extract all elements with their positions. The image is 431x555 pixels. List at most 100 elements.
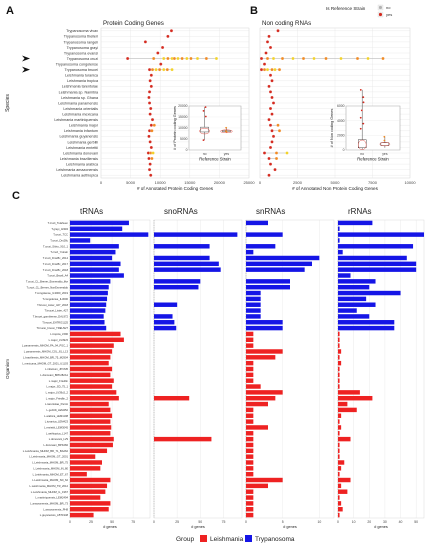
bar (338, 232, 424, 236)
inset-point (360, 89, 362, 91)
panel-letter: C (12, 190, 20, 202)
x-axis-label: # genes (103, 525, 117, 529)
inset-y-tick: 5000 (180, 137, 188, 141)
data-point (340, 57, 343, 60)
x-axis-label: # of Annotated Non Protein Coding Genes (292, 186, 379, 191)
data-point (152, 152, 155, 155)
bar (338, 443, 340, 447)
inset-y-tick: 0 (343, 148, 345, 152)
data-point (292, 57, 295, 60)
bar (70, 308, 105, 312)
bar (246, 384, 261, 388)
y-tick-label: Leishmania major (69, 124, 99, 128)
x-tick-label: 50 (110, 520, 114, 524)
data-point (268, 118, 271, 121)
data-point (281, 57, 284, 60)
y-tick-label: Leishmania donovani (63, 151, 98, 155)
bar (246, 466, 253, 470)
bar (70, 390, 116, 394)
facet-title: tRNAs (80, 207, 103, 216)
y-tick-label: T.cruzi_Dm28c_2017 (43, 262, 69, 266)
bar (338, 396, 372, 400)
y-tick-label: Leishmania sp. Ghana (61, 96, 99, 100)
panel-title: Protein Coding Genes (103, 20, 164, 27)
bar (70, 449, 107, 453)
y-tick-label: L.turanica_LEM423 (45, 420, 69, 424)
bar (338, 349, 341, 353)
y-tick-label: Leishmania orientalis (63, 107, 98, 111)
y-tick-label: Leishmania turanica (65, 74, 99, 78)
bar (70, 460, 102, 464)
y-tick-label: T.congolense_IL3000_2019 (35, 291, 69, 295)
inset-x-tick: no (203, 152, 207, 156)
data-point (162, 57, 165, 60)
inset-point (360, 117, 362, 119)
bar (246, 396, 275, 400)
data-point (277, 29, 280, 32)
bar (154, 326, 176, 330)
bar (70, 466, 100, 470)
y-tick-label: T.cruzi_Dm28c (50, 239, 68, 243)
bar (154, 314, 173, 318)
bar (246, 256, 319, 260)
y-tick-label: Leishmania martiniquensis (54, 118, 98, 122)
data-point (150, 129, 153, 132)
bar (338, 484, 341, 488)
bar (338, 414, 341, 418)
data-point (147, 157, 150, 160)
panel-c: CT.cruzi_TulahuenT.grayi_ANR4T.cruzi_TCC… (5, 190, 424, 529)
facet-title: rRNAs (348, 207, 372, 216)
x-tick-label: 25000 (243, 180, 255, 185)
legend-key-dot (379, 6, 382, 9)
data-point (286, 152, 289, 155)
bar (246, 303, 261, 307)
bar (338, 314, 369, 318)
data-point (272, 102, 275, 105)
bar (338, 378, 340, 382)
data-point (205, 57, 208, 60)
y-tick-label: L.guyanensis_LBT1948 (40, 513, 69, 517)
bar (338, 489, 347, 493)
bar (70, 250, 115, 254)
inset-point (360, 128, 362, 130)
y-tick-label: L.tarentolae_Parrot (45, 402, 68, 406)
bar (70, 419, 110, 423)
bar (338, 238, 340, 242)
data-point (268, 85, 271, 88)
bar (338, 460, 344, 464)
data-point (149, 140, 152, 143)
bar (246, 414, 253, 418)
y-tick-label: T.cruzi_TCC (53, 233, 68, 237)
x-tick-label: 15000 (184, 180, 196, 185)
inset-point (205, 106, 207, 108)
data-point (302, 57, 305, 60)
y-tick-label: Trypanosoma theileri (64, 35, 98, 39)
data-point (147, 96, 150, 99)
y-tick-label: L.infantum_JPCM5 (45, 367, 68, 371)
y-tick-label: L.aethiopica_L147 (46, 431, 68, 435)
bar (246, 221, 268, 225)
y-tick-label: L.martiniquensis_LEM2494 (35, 496, 68, 500)
y-tick-label: L.Leishmania_MHOM_BR_75 (32, 461, 68, 465)
bar (246, 378, 253, 382)
bar (246, 402, 268, 406)
bar (70, 238, 90, 242)
bar (338, 384, 340, 388)
y-tick-label: L.Leishmania_MHOM_BR_71_BA262 (23, 449, 69, 453)
y-tick-label: L.tropica_L590 (50, 332, 68, 336)
data-point (155, 68, 158, 71)
inset-y-tick: 15000 (178, 115, 188, 119)
bar (154, 437, 211, 441)
data-point (269, 163, 272, 166)
bar (246, 244, 275, 248)
bar (246, 338, 253, 342)
bar (70, 454, 95, 458)
box-body (358, 140, 366, 148)
x-tick-label: 75 (131, 520, 135, 524)
data-point (271, 129, 274, 132)
bar (338, 256, 407, 260)
data-point (166, 68, 169, 71)
bar (70, 262, 121, 266)
x-tick-label: 25 (175, 520, 179, 524)
bar (338, 285, 369, 289)
